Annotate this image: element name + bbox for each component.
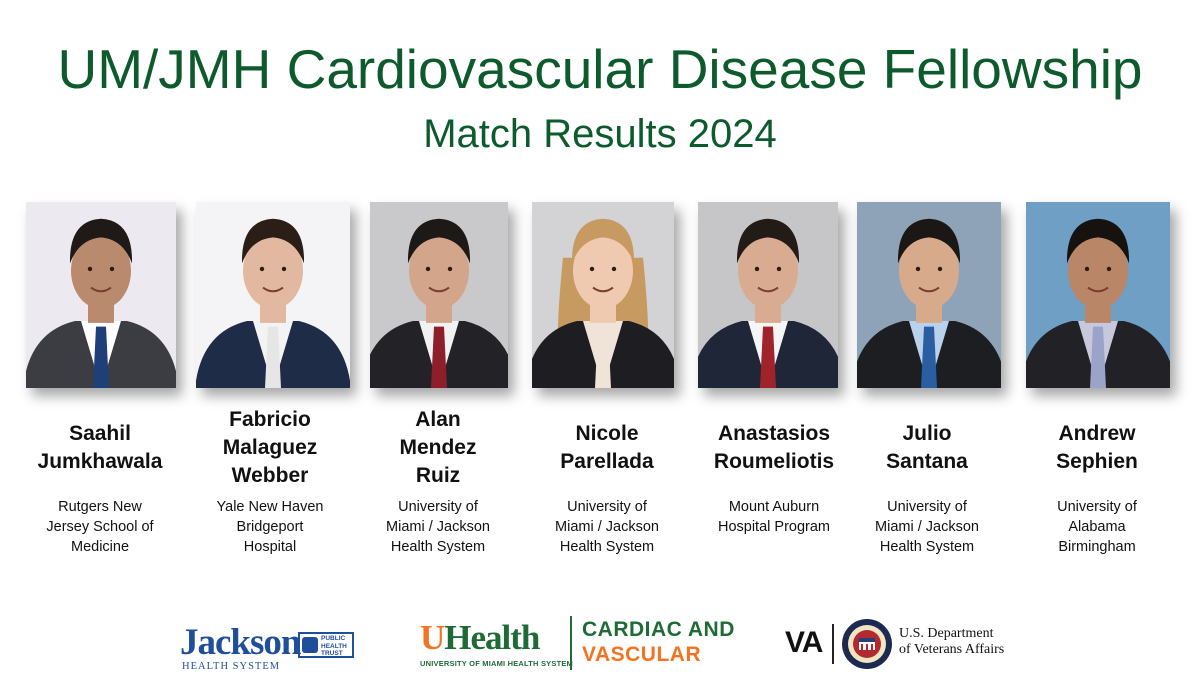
fellow-card: Fabricio Malaguez Webber Yale New Haven Brid… [190, 200, 350, 570]
jackson-logo-wordmark: Jackson [180, 622, 301, 663]
portrait-photo [857, 202, 1001, 388]
fellow-program-line: University of [1057, 499, 1137, 515]
fellow-program: Rutgers New Jersey School of Medicine [20, 497, 180, 557]
fellow-photo [857, 202, 1001, 388]
fellow-name: Nicole Parellada [527, 403, 687, 493]
fellow-card: Saahil Jumkhawala Rutgers New Jersey School… [20, 200, 180, 570]
fellow-name-line: Nicole [575, 422, 639, 445]
fellow-name: Saahil Jumkhawala [20, 403, 180, 493]
uhealth-u-letter: U [420, 618, 445, 657]
fellow-program-line: Miami / Jackson [386, 519, 490, 535]
fellow-name-line: Mendez [399, 436, 477, 459]
fellow-program-line: Alabama [1068, 519, 1126, 535]
fellow-program-line: Miami / Jackson [555, 519, 659, 535]
fellow-name-line: Malaguez [222, 436, 318, 459]
fellow-name: Julio Santana [847, 403, 1007, 493]
fellow-name-line: Andrew [1058, 422, 1136, 445]
portrait-photo [196, 202, 350, 388]
fellow-program-line: Hospital Program [717, 519, 830, 535]
fellow-program: University of Alabama Birmingham [1017, 497, 1177, 557]
fellow-name-line: Anastasios [717, 422, 831, 445]
fellow-program-line: Bridgeport [236, 519, 304, 535]
fellow-name-line: Roumeliotis [713, 450, 835, 473]
uhealth-subtitle: UNIVERSITY OF MIAMI HEALTH SYSTEM [420, 659, 573, 668]
jackson-logo-subtitle: HEALTH SYSTEM [182, 661, 281, 672]
fellow-name: Fabricio Malaguez Webber [190, 403, 350, 493]
va-text-line: of Veterans Affairs [899, 642, 1005, 657]
fellow-name-line: Webber [231, 464, 309, 487]
fellow-photo [532, 202, 674, 388]
va-seal-icon [842, 619, 892, 669]
fellow-name-line: Jumkhawala [37, 450, 163, 473]
fellow-program-line: Jersey School of [46, 519, 154, 535]
fellow-program-line: Health System [559, 539, 655, 555]
uhealth-cardiac-vascular-logo: UHealth UNIVERSITY OF MIAMI HEALTH SYSTE… [420, 616, 740, 672]
fellow-program-line: Hospital [243, 539, 297, 555]
jackson-health-system-logo: Jackson HEALTH SYSTEM PUBLIC HEALTH TRUS… [180, 624, 360, 674]
va-wordmark: VA [785, 626, 823, 659]
uhealth-wordmark: UHealth [420, 618, 540, 658]
fellow-program-line: University of [887, 499, 967, 515]
fellow-photo [370, 202, 508, 388]
portrait-photo [1026, 202, 1170, 388]
fellow-program-line: Miami / Jackson [875, 519, 979, 535]
fellow-card: Julio Santana University of Miami / Jackson… [847, 200, 1007, 570]
portrait-photo [26, 202, 176, 388]
pht-line: PUBLIC [321, 635, 346, 642]
fellow-program: University of Miami / Jackson Health Syste… [527, 497, 687, 557]
logo-divider [570, 616, 572, 670]
fellow-program-line: University of [398, 499, 478, 515]
fellow-card: Anastasios Roumeliotis Mount Auburn Hospita… [694, 200, 854, 570]
fellow-name-line: Parellada [560, 450, 654, 473]
fellow-name-line: Santana [886, 450, 968, 473]
fellow-name-line: Sephien [1056, 450, 1138, 473]
fellow-name: Anastasios Roumeliotis [694, 403, 854, 493]
fellow-name-line: Alan [415, 408, 461, 431]
va-logo: VA U.S. Department of Veterans Affairs [785, 619, 1025, 672]
fellow-card: Alan Mendez Ruiz University of Miami / Jacks… [358, 200, 518, 570]
fellow-photo [196, 202, 350, 388]
pht-line: HEALTH [321, 642, 347, 650]
fellow-program: Mount Auburn Hospital Program [694, 497, 854, 537]
fellow-card: Nicole Parellada University of Miami / Jack… [527, 200, 687, 570]
va-divider [832, 624, 834, 664]
fellow-photo [698, 202, 838, 388]
fellow-program: University of Miami / Jackson Health Syste… [358, 497, 518, 557]
public-health-trust-badge: PUBLIC HEALTH TRUST [298, 632, 354, 658]
fellow-name-line: Fabricio [229, 408, 311, 431]
uhealth-word: Health [444, 618, 540, 657]
fellow-name: Andrew Sephien [1017, 403, 1177, 493]
portrait-photo [698, 202, 838, 388]
portrait-photo [370, 202, 508, 388]
fellow-name: Alan Mendez Ruiz [358, 403, 518, 493]
page-title: UM/JMH Cardiovascular Disease Fellowship [57, 38, 1143, 100]
vascular-label: VASCULAR [582, 643, 702, 666]
fellow-program: Yale New Haven Bridgeport Hospital [190, 497, 350, 557]
portrait-photo [532, 202, 674, 388]
fellow-program-line: Health System [879, 539, 975, 555]
fellow-program-line: Health System [390, 539, 486, 555]
va-text-line: U.S. Department [899, 626, 994, 641]
fellow-card: Andrew Sephien University of Alabama Birming… [1017, 200, 1177, 570]
fellow-program-line: Rutgers New [58, 499, 142, 515]
pht-line: TRUST [321, 650, 343, 657]
cardiac-and-label: CARDIAC AND [582, 618, 735, 641]
fellow-name-line: Julio [902, 422, 952, 445]
public-health-trust-icon [302, 637, 318, 653]
fellow-photo [26, 202, 176, 388]
fellow-program: University of Miami / Jackson Health Syste… [847, 497, 1007, 557]
fellow-name-line: Saahil [69, 422, 131, 445]
fellow-program-line: Yale New Haven [216, 499, 324, 515]
page-subtitle: Match Results 2024 [423, 112, 777, 156]
fellow-photo [1026, 202, 1170, 388]
fellow-program-line: University of [567, 499, 647, 515]
fellow-program-line: Mount Auburn [728, 499, 820, 515]
fellow-program-line: Birmingham [1058, 539, 1136, 555]
fellow-program-line: Medicine [70, 539, 130, 555]
fellow-name-line: Ruiz [415, 464, 461, 487]
